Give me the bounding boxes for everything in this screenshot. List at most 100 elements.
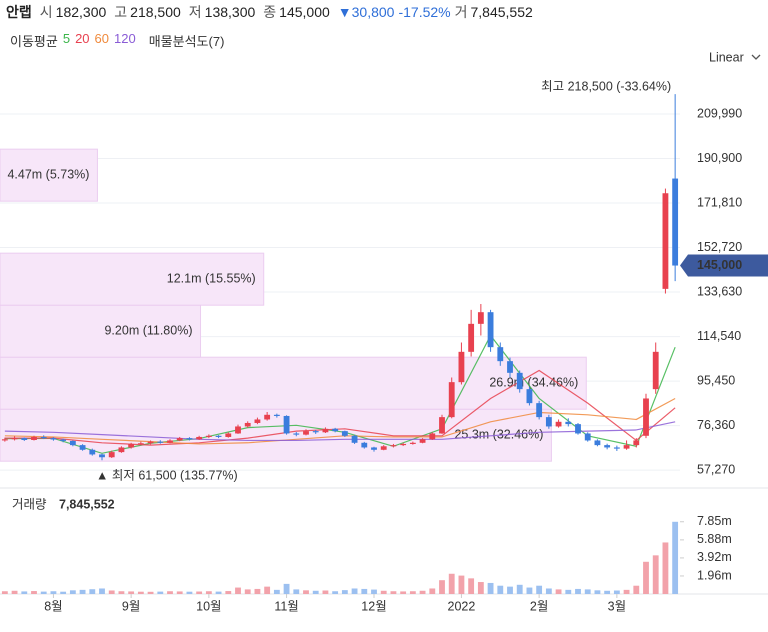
y-tick-label: 171,810 [697, 195, 742, 209]
volume-bar [507, 586, 513, 594]
candle-body [672, 178, 679, 266]
max-annotation: 최고 218,500 (-33.64%) [541, 79, 671, 93]
candle-body [40, 436, 47, 439]
x-tick-label: 11월 [274, 599, 298, 613]
volume-bar [128, 591, 135, 594]
y-tick-label: 133,630 [697, 284, 742, 298]
volume-bar [565, 589, 572, 594]
volume-bar [662, 542, 669, 594]
candle-body [50, 438, 57, 440]
volume-bar [643, 561, 649, 594]
candle-body [458, 351, 465, 383]
quote-value: 7,845,552 [470, 4, 533, 20]
candle-body [108, 452, 115, 458]
x-tick-label: 2022 [448, 599, 476, 613]
x-tick-label: 3월 [608, 599, 626, 613]
volume-tick-label: 7.85m [697, 514, 732, 528]
candle-body [448, 382, 455, 418]
volume-title: 거래량 [12, 497, 47, 511]
dropdown-icon[interactable] [751, 54, 761, 60]
candle-body [89, 449, 96, 455]
last-price: 145,000 [697, 258, 742, 272]
candle-body [69, 440, 76, 446]
volume-profile-label: 12.1m (15.55%) [167, 271, 256, 285]
candle-body [419, 439, 426, 443]
candle-body [477, 312, 484, 324]
candle-body [390, 445, 397, 447]
moving-average-line [4, 421, 676, 442]
volume-bar [604, 590, 611, 594]
candle-body [11, 438, 18, 440]
candle-body [176, 438, 183, 441]
candle-body [118, 447, 125, 453]
volume-bar [176, 591, 183, 594]
candle-body [273, 414, 280, 416]
volume-bar [186, 591, 193, 594]
volume-bar [497, 585, 504, 594]
candle-body [283, 415, 290, 434]
volume-bar [633, 585, 640, 594]
volume-bar [244, 589, 251, 594]
quote-label: 종 [263, 4, 277, 20]
quote-value: 218,500 [130, 4, 181, 20]
volume-bar [361, 588, 368, 594]
volume-bar [439, 580, 445, 594]
candle-body [322, 428, 329, 433]
y-tick-label: 190,900 [697, 151, 742, 165]
quote-label: 저 [188, 4, 202, 20]
volume-bar [516, 584, 523, 594]
candle-body [400, 443, 407, 446]
volume-bar [79, 589, 86, 594]
legend-title: 이동평균 [10, 34, 58, 49]
volume-bar [147, 591, 154, 594]
volume-tick-label: 5.88m [697, 532, 732, 546]
volume-bar [341, 590, 348, 594]
candle-body [215, 435, 222, 437]
volume-bar [390, 591, 397, 594]
volume-bar [89, 589, 96, 594]
y-tick-label: 57,270 [697, 462, 735, 476]
volume-bar [118, 591, 125, 594]
volume-profile-bar [0, 148, 98, 202]
legend-entry: 20 [75, 31, 90, 46]
y-tick-label: 152,720 [697, 240, 742, 254]
volume-bar [623, 589, 630, 594]
candle-body [244, 422, 251, 427]
volume-bar [555, 589, 562, 594]
volume-bar [205, 591, 212, 594]
volume-bar [419, 590, 426, 594]
y-tick-label: 95,450 [697, 373, 735, 387]
candle-body [186, 438, 193, 440]
candle-body [662, 193, 669, 289]
candle-body [371, 447, 377, 450]
volume-bar [254, 588, 261, 594]
candle-body [623, 445, 630, 449]
volume-bar [448, 573, 455, 594]
y-tick-label: 209,990 [697, 106, 742, 120]
candle-body [439, 417, 445, 434]
candle-body [575, 424, 581, 434]
candle-body [225, 433, 232, 437]
candle-body [604, 445, 611, 448]
scale-selector[interactable]: Linear [709, 50, 744, 64]
volume-bar [167, 591, 173, 594]
x-tick-label: 10월 [196, 599, 221, 613]
volume-bar [584, 589, 591, 594]
volume-bar [69, 590, 76, 594]
volume-bar [108, 590, 115, 594]
volume-bar [1, 591, 8, 594]
candle-body [264, 414, 271, 420]
volume-bar [312, 590, 319, 594]
candle-body [409, 442, 416, 444]
y-tick-label: 114,540 [697, 329, 741, 343]
candle-body [196, 436, 203, 440]
candle-body [60, 439, 67, 441]
volume-bar [613, 590, 620, 594]
quote-header: 안랩 시 182,300 고 218,500 저 138,300 종 145,000 ▼30,80… [6, 2, 541, 22]
candle-body [361, 442, 368, 448]
candle-body [332, 428, 339, 432]
volume-tick-label: 1.96m [697, 568, 732, 582]
candle-body [526, 389, 533, 404]
candle-body [652, 351, 659, 390]
